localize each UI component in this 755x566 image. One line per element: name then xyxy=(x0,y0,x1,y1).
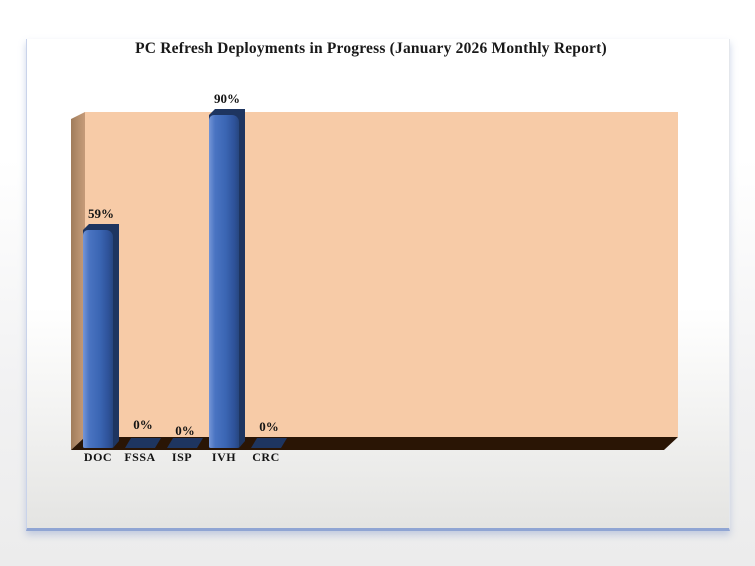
bar-FSSA-zero xyxy=(125,438,161,448)
bar-value-label-IVH: 90% xyxy=(214,91,240,106)
bar-CRC-zero xyxy=(251,438,287,448)
category-label-CRC: CRC xyxy=(252,450,280,464)
chart-3d-area: 59% DOC 0% FSSA 0% ISP 90% IVH 0% CRC xyxy=(27,39,729,528)
bar-IVH xyxy=(209,109,245,448)
chart-plot-background xyxy=(85,112,678,437)
category-label-ISP: ISP xyxy=(171,450,193,464)
category-label-DOC: DOC xyxy=(83,450,113,464)
chart-side-wall xyxy=(71,112,85,450)
bar-DOC xyxy=(83,224,119,448)
category-label-IVH: IVH xyxy=(211,450,237,464)
bar-value-label-DOC: 59% xyxy=(88,206,114,221)
category-label-FSSA: FSSA xyxy=(124,450,156,464)
bar-value-label-ISP: 0% xyxy=(175,423,195,438)
report-page: PC Refresh Deployments in Progress (Janu… xyxy=(26,39,730,531)
bar-front-face xyxy=(83,230,113,448)
bar-value-label-FSSA: 0% xyxy=(133,417,153,432)
chart-title: PC Refresh Deployments in Progress (Janu… xyxy=(135,40,607,57)
bar-ISP-zero xyxy=(167,438,203,448)
bar-front-face xyxy=(209,115,239,448)
bar-value-label-CRC: 0% xyxy=(259,419,279,434)
